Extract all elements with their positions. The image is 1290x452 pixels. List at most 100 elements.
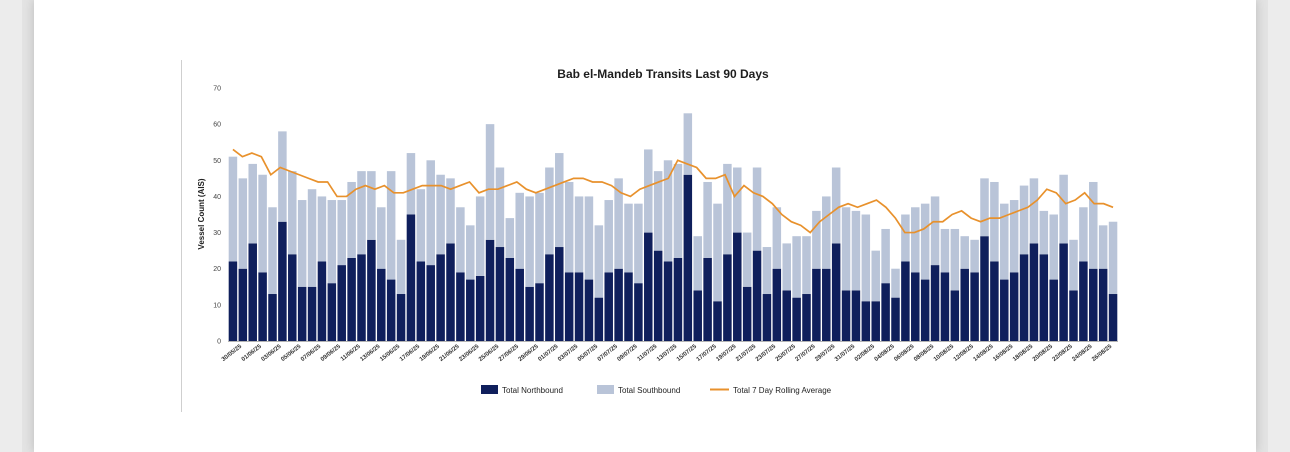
x-tick-label: 22/08/25	[1052, 343, 1075, 363]
southbound-bar	[683, 113, 693, 175]
x-tick-label: 09/06/25	[320, 343, 343, 363]
northbound-bar	[782, 290, 791, 341]
northbound-bar	[901, 261, 910, 341]
x-tick-label: 01/06/25	[241, 343, 264, 363]
southbound-bar	[950, 228, 960, 291]
southbound-bar	[327, 200, 337, 284]
southbound-bar	[317, 196, 327, 262]
x-tick-label: 13/07/25	[656, 343, 679, 363]
southbound-bar	[861, 214, 871, 302]
northbound-bar	[1039, 254, 1049, 341]
southbound-bar	[673, 163, 683, 258]
northbound-bar	[594, 297, 604, 341]
southbound-bar	[357, 171, 366, 255]
legend-label-rolling-average: Total 7 Day Rolling Average	[733, 386, 832, 395]
southbound-bar	[396, 239, 406, 295]
southbound-bar	[505, 218, 515, 258]
northbound-bar	[871, 301, 880, 341]
southbound-bar	[703, 181, 712, 258]
southbound-bar	[634, 203, 643, 284]
southbound-bar	[752, 167, 762, 251]
northbound-bar	[604, 272, 613, 341]
northbound-bar	[733, 232, 742, 341]
northbound-bar	[555, 247, 564, 341]
southbound-bar	[960, 236, 969, 269]
x-tick-label: 18/08/25	[1012, 343, 1035, 363]
x-tick-label: 29/07/25	[814, 343, 837, 363]
northbound-bar	[1019, 254, 1029, 341]
southbound-bar	[456, 207, 465, 273]
northbound-bar	[713, 301, 722, 341]
x-tick-label: 14/08/25	[973, 343, 996, 363]
northbound-bar	[248, 243, 257, 341]
southbound-bar	[762, 247, 772, 295]
northbound-bar	[1069, 290, 1078, 341]
southbound-bar	[1049, 214, 1058, 280]
x-tick-label: 03/07/25	[557, 343, 580, 363]
southbound-bar	[713, 203, 722, 302]
y-tick-label: 50	[213, 158, 221, 165]
x-tick-label: 15/06/25	[379, 343, 402, 363]
southbound-bar	[446, 178, 455, 244]
southbound-bar	[297, 200, 307, 287]
northbound-bar	[920, 279, 930, 341]
northbound-bar	[475, 275, 485, 341]
northbound-bar	[1108, 294, 1118, 341]
northbound-bar	[703, 257, 712, 341]
x-tick-label: 24/08/25	[1071, 343, 1094, 363]
southbound-bar	[1108, 221, 1118, 295]
southbound-bar	[466, 225, 475, 280]
northbound-bars	[228, 174, 1118, 341]
southbound-bar	[545, 167, 554, 255]
southbound-bar	[920, 203, 930, 280]
northbound-bar	[367, 239, 376, 341]
northbound-bar	[258, 272, 267, 341]
northbound-bar	[505, 257, 515, 341]
northbound-bar	[238, 268, 248, 341]
y-tick-label: 0	[217, 339, 221, 346]
x-tick-label: 09/07/25	[617, 343, 640, 363]
x-tick-label: 05/07/25	[577, 343, 600, 363]
southbound-bar	[723, 163, 732, 255]
x-tick-label: 10/08/25	[933, 343, 956, 363]
southbound-bar	[742, 232, 752, 287]
northbound-bar	[891, 297, 900, 341]
northbound-bar	[980, 236, 989, 341]
y-axis-label: Vessel Count (AIS)	[197, 178, 206, 249]
southbound-bar	[406, 153, 416, 215]
southbound-bar	[1069, 239, 1078, 291]
northbound-bar	[930, 265, 940, 341]
northbound-bar	[772, 268, 782, 341]
northbound-bar	[466, 279, 475, 341]
southbound-bar	[1009, 200, 1019, 273]
x-tick-label: 19/07/25	[715, 343, 738, 363]
northbound-bar	[940, 272, 950, 341]
northbound-bar	[297, 286, 307, 341]
northbound-bar	[357, 254, 366, 341]
x-tick-label: 25/07/25	[775, 343, 798, 363]
northbound-bar	[881, 283, 890, 341]
x-tick-label: 23/06/25	[458, 343, 481, 363]
y-tick-label: 30	[213, 230, 221, 237]
legend-swatch-southbound	[597, 385, 614, 394]
southbound-bar	[772, 207, 782, 269]
northbound-bar	[792, 297, 801, 341]
southbound-bar	[564, 181, 574, 273]
northbound-bar	[446, 243, 455, 341]
x-tick-label: 19/06/25	[419, 343, 442, 363]
x-axis-tick-labels: 30/05/2501/06/2503/06/2505/06/2507/06/25…	[221, 343, 1114, 363]
southbound-bar	[386, 171, 396, 280]
legend-label-northbound: Total Northbound	[502, 386, 563, 395]
page-margin-rule	[181, 60, 182, 412]
y-tick-label: 60	[213, 122, 221, 129]
northbound-bar	[337, 265, 346, 341]
southbound-bar	[604, 200, 613, 273]
y-tick-label: 20	[213, 266, 221, 273]
northbound-bar	[574, 272, 584, 341]
x-tick-label: 25/06/25	[478, 343, 501, 363]
northbound-bar	[614, 268, 623, 341]
southbound-bar	[268, 207, 277, 295]
northbound-bar	[545, 254, 554, 341]
x-tick-label: 04/08/25	[874, 343, 897, 363]
northbound-bar	[377, 268, 386, 341]
